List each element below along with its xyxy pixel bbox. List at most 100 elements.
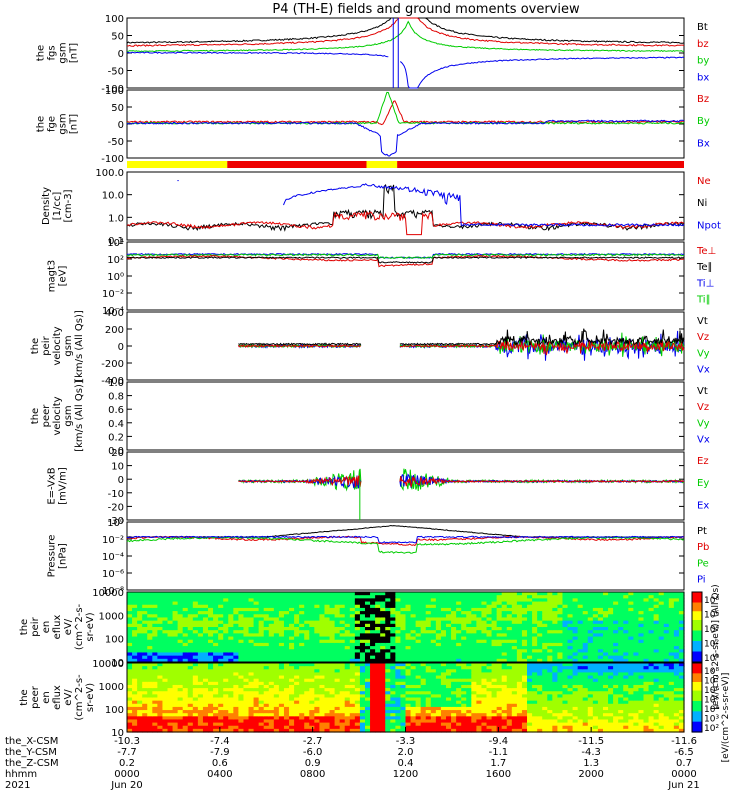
- peir-spectrogram-cell: [248, 601, 255, 606]
- peir-spectrogram-cell: [370, 623, 376, 628]
- peer-spectrogram-cell: [597, 684, 604, 689]
- peer-spectrogram-cell: [552, 675, 559, 680]
- peir-spectrogram-cell: [572, 642, 579, 647]
- peir-spectrogram-cell: [395, 592, 402, 596]
- peir-spectrogram-cell: [324, 633, 331, 638]
- peer-spectrogram-cell: [557, 716, 564, 721]
- peer-spectrogram-cell: [142, 694, 148, 699]
- peer-spectrogram-cell: [547, 669, 553, 674]
- peer-spectrogram-cell: [532, 663, 538, 667]
- peer-spectrogram-cell: [359, 666, 366, 670]
- peer-spectrogram-cell: [440, 697, 447, 702]
- peer-spectrogram-cell: [527, 669, 533, 674]
- peir-spectrogram-cell: [587, 627, 594, 631]
- peer-spectrogram-cell: [375, 725, 381, 730]
- peir-spectrogram-cell: [678, 604, 685, 609]
- peir-spectrogram-cell: [638, 607, 645, 612]
- peer-spectrogram-cell: [572, 713, 579, 717]
- density-ylabel: [cm-3]: [63, 189, 74, 222]
- peir-spectrogram-cell: [451, 642, 457, 647]
- peir-spectrogram-cell: [420, 639, 427, 644]
- peir-spectrogram-cell: [299, 646, 305, 650]
- peer-spectrogram-cell: [496, 694, 503, 699]
- peir-spectrogram-cell: [192, 601, 199, 606]
- peir-spectrogram-cell: [385, 627, 391, 631]
- peer-spectrogram-cell: [602, 725, 609, 730]
- peer-spectrogram-cell: [608, 703, 614, 708]
- peer-spectrogram-cell: [633, 684, 640, 689]
- peer-spectrogram-cell: [511, 669, 518, 674]
- peir-spectrogram-cell: [537, 639, 543, 644]
- peer-spectrogram-cell: [410, 681, 417, 686]
- peer-spectrogram-cell: [451, 678, 457, 683]
- mode-bar-segment-2: [366, 161, 398, 168]
- peer-spectrogram-cell: [415, 728, 422, 733]
- peir-spectrogram-cell: [294, 592, 300, 596]
- peir-spectrogram-cell: [228, 601, 234, 606]
- peir-spectrogram-cell: [653, 592, 660, 596]
- peer-spectrogram-cell: [152, 675, 158, 680]
- peir-spectrogram-cell: [152, 649, 158, 654]
- peer-spectrogram-cell: [132, 688, 138, 692]
- peir-spectrogram-cell: [643, 611, 650, 615]
- peir-spectrogram-cell: [608, 655, 614, 660]
- peer-spectrogram-cell: [527, 666, 533, 670]
- peer-spectrogram-cell: [395, 716, 402, 721]
- peer-spectrogram-cell: [162, 663, 169, 667]
- peer-spectrogram-cell: [557, 678, 564, 683]
- peer-spectrogram-cell: [167, 694, 174, 699]
- peer-spectrogram-cell: [283, 722, 290, 727]
- peer-spectrogram-cell: [435, 675, 442, 680]
- peer-spectrogram-cell: [602, 713, 609, 717]
- peer-spectrogram-cell: [132, 681, 138, 686]
- peer-spectrogram-cell: [592, 688, 599, 692]
- peer-spectrogram-cell: [258, 710, 265, 714]
- peir-spectrogram-cell: [451, 627, 457, 631]
- peir-spectrogram-cell: [324, 595, 331, 599]
- peir-spectrogram-cell: [283, 658, 290, 663]
- peer-spectrogram-cell: [592, 675, 599, 680]
- peer-spectrogram-cell: [380, 681, 386, 686]
- peer-spectrogram-cell: [177, 706, 184, 711]
- peir-spectrogram-cell: [349, 604, 356, 609]
- peir-spectrogram-cell: [228, 623, 234, 628]
- peer-spectrogram-cell: [304, 672, 310, 677]
- peer-spectrogram-cell: [192, 703, 199, 708]
- peir-spectrogram-cell: [228, 592, 234, 596]
- peir-spectrogram-cell: [177, 658, 184, 663]
- peir-spectrogram-cell: [476, 652, 483, 657]
- peer-spectrogram-cell: [289, 678, 295, 683]
- peer-spectrogram-cell: [319, 694, 326, 699]
- peir-spectrogram-cell: [197, 636, 204, 641]
- peer-spectrogram-cell: [137, 666, 143, 670]
- peer-spectrogram-cell: [253, 666, 260, 670]
- peer-spectrogram-cell: [623, 700, 629, 705]
- peir-spectrogram-cell: [197, 658, 204, 663]
- peer-spectrogram-cell: [349, 675, 356, 680]
- peir-spectrogram-cell: [653, 601, 660, 606]
- peer-spectrogram-cell: [177, 710, 184, 714]
- peer-spectrogram-cell: [375, 722, 381, 727]
- peir-spectrogram-cell: [314, 658, 321, 663]
- peer-spectrogram-cell: [582, 669, 589, 674]
- peer-spectrogram-cell: [294, 672, 300, 677]
- peir-spectrogram-cell: [187, 658, 194, 663]
- peer-spectrogram-cell: [633, 719, 640, 724]
- peir-spectrogram-cell: [623, 617, 629, 622]
- peir-spectrogram-cell: [415, 649, 422, 654]
- peer-spectrogram-cell: [142, 688, 148, 692]
- peir-spectrogram-cell: [425, 652, 432, 657]
- peer-spectrogram-cell: [643, 666, 650, 670]
- peer-spectrogram-cell: [618, 678, 624, 683]
- peer-spectrogram-cell: [192, 694, 199, 699]
- peer-spectrogram-cell: [542, 697, 548, 702]
- peir-spectrogram-cell: [157, 627, 164, 631]
- peer-spectrogram-cell: [294, 697, 300, 702]
- peir-spectrogram-cell: [618, 633, 624, 638]
- peer-spectrogram-cell: [385, 666, 391, 670]
- peer-spectrogram-cell: [410, 716, 417, 721]
- peir-spectrogram-cell: [410, 655, 417, 660]
- peer-spectrogram-cell: [542, 722, 548, 727]
- peer-spectrogram-cell: [263, 688, 270, 692]
- peir-spectrogram-cell: [172, 636, 179, 641]
